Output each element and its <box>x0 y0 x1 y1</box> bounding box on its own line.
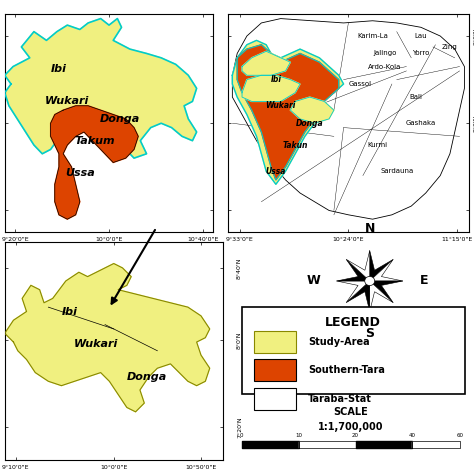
Text: Study-Area: Study-Area <box>308 337 370 347</box>
Text: 10: 10 <box>295 433 302 438</box>
Text: Bali: Bali <box>410 94 423 100</box>
Polygon shape <box>232 40 344 184</box>
Bar <box>254 388 296 410</box>
Text: 7°20'N: 7°20'N <box>237 416 242 438</box>
Text: Gashaka: Gashaka <box>406 120 436 126</box>
Text: S: S <box>365 327 374 340</box>
Text: 40: 40 <box>409 433 416 438</box>
Text: Zing: Zing <box>442 44 458 50</box>
Text: Donga: Donga <box>100 114 139 124</box>
Polygon shape <box>337 281 370 302</box>
Text: Ibi: Ibi <box>270 75 282 84</box>
Circle shape <box>365 276 374 285</box>
Text: Ussa: Ussa <box>266 167 286 176</box>
Text: Ibi: Ibi <box>62 307 78 317</box>
Polygon shape <box>370 250 393 281</box>
Text: Sardauna: Sardauna <box>380 168 413 174</box>
Text: Gassol: Gassol <box>349 81 372 87</box>
Text: Wukari: Wukari <box>265 101 296 110</box>
Text: W: W <box>306 274 320 288</box>
Polygon shape <box>346 250 370 281</box>
Text: Jalingo: Jalingo <box>373 50 396 56</box>
Text: Donga: Donga <box>296 119 324 128</box>
Text: 0: 0 <box>240 433 244 438</box>
Text: Ibi: Ibi <box>51 64 67 74</box>
Text: Donga: Donga <box>127 372 166 382</box>
Text: Takun: Takun <box>283 141 308 149</box>
Bar <box>254 359 296 381</box>
Text: Takum: Takum <box>74 136 115 146</box>
Text: Yorro: Yorro <box>412 50 429 56</box>
Polygon shape <box>232 18 465 219</box>
Polygon shape <box>337 259 370 281</box>
Text: N: N <box>365 222 375 235</box>
Text: 60: 60 <box>456 433 463 438</box>
Polygon shape <box>370 259 403 281</box>
Text: Southern-Tara: Southern-Tara <box>308 365 385 375</box>
Bar <box>254 331 296 353</box>
Text: Karim-La: Karim-La <box>357 33 388 39</box>
Polygon shape <box>51 106 138 219</box>
Text: Taraba-Stat: Taraba-Stat <box>308 394 372 404</box>
Text: 20: 20 <box>352 433 359 438</box>
Text: Lau: Lau <box>415 33 427 39</box>
Polygon shape <box>237 45 339 180</box>
Text: Ussa: Ussa <box>65 168 95 178</box>
Text: E: E <box>419 274 428 288</box>
Text: Wukari: Wukari <box>74 339 118 349</box>
Text: SCALE: SCALE <box>333 407 368 417</box>
Polygon shape <box>370 281 393 311</box>
Text: Wukari: Wukari <box>45 96 90 107</box>
Text: 1:1,700,000: 1:1,700,000 <box>318 422 383 432</box>
Text: 8°0'N: 8°0'N <box>237 331 242 348</box>
Polygon shape <box>291 97 334 123</box>
Text: Kurmi: Kurmi <box>367 142 387 148</box>
Text: LEGEND: LEGEND <box>325 316 381 329</box>
Polygon shape <box>242 75 300 101</box>
Polygon shape <box>5 18 197 158</box>
FancyBboxPatch shape <box>242 307 465 394</box>
Polygon shape <box>346 281 370 311</box>
Polygon shape <box>5 264 210 412</box>
Text: 8°40'N: 8°40'N <box>237 257 242 279</box>
Text: Ardo-Kola: Ardo-Kola <box>368 64 401 70</box>
Polygon shape <box>242 51 291 75</box>
Polygon shape <box>370 281 403 302</box>
